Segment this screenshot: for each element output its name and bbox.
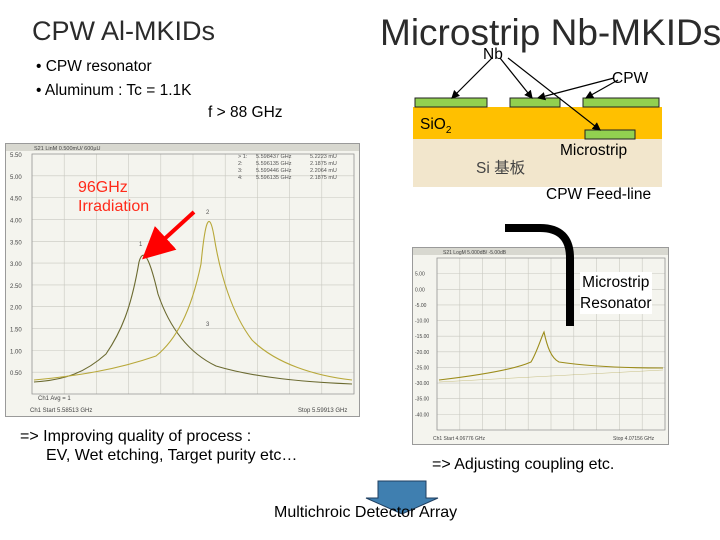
- left-chart-panel: S21 LinM 0.500mU/ 600µU 5.50 5.00 4.50 4.00…: [5, 143, 360, 417]
- right-ytick-label: -35.00: [415, 397, 429, 403]
- right-note: => Adjusting coupling etc.: [432, 456, 615, 473]
- left-ytick-label: 4.00: [10, 218, 22, 224]
- freq-note: f > 88 GHz: [208, 104, 283, 121]
- right-ytick-label: -10.00: [415, 319, 429, 325]
- right-chart-trace: [438, 330, 664, 381]
- si-substrate-label: Si 基板: [476, 160, 526, 177]
- bottom-caption: Multichroic Detector Array: [274, 504, 458, 521]
- irradiation-label: 96GHz Irradiation: [78, 179, 150, 215]
- left-chart-stop: Stop 5.59913 GHz: [298, 408, 347, 414]
- nb-pointer-1: [451, 57, 493, 99]
- left-chart-marker-label-1: 1: [139, 242, 143, 248]
- left-note: => Improving quality of process : EV, We…: [20, 428, 298, 464]
- sio2-label: SiO2: [420, 116, 452, 137]
- title-microstrip-nb-mkids: Microstrip Nb-MKIDs: [380, 12, 720, 53]
- marker-index: > 1:: [238, 154, 248, 160]
- left-ytick-label: 2.50: [10, 284, 22, 290]
- marker-index: 4:: [238, 175, 243, 181]
- left-ytick-label: 0.50: [10, 371, 22, 377]
- microstrip-resonator-curve: [505, 224, 574, 326]
- right-ytick-label: 5.00: [415, 272, 425, 278]
- right-ytick-label: -40.00: [415, 412, 429, 418]
- right-ytick-label: -20.00: [415, 350, 429, 356]
- left-ytick-label: 3.50: [10, 240, 22, 246]
- cpw-label: CPW: [612, 70, 649, 87]
- nb-pointer-2: [499, 57, 533, 99]
- right-chart-start: Ch1 Start 4.06776 GHz: [433, 436, 485, 442]
- bottom-arrow-shape: [365, 480, 439, 515]
- left-chart-start: Ch1 Start 5.58513 GHz: [30, 408, 92, 414]
- marker-frequency: 5.596135 GHz: [256, 161, 292, 167]
- nb-strip-left: [414, 97, 488, 108]
- right-ytick-label: 0.00: [415, 287, 425, 293]
- left-chart: S21 LinM 0.500mU/ 600µU 5.50 5.00 4.50 4.00…: [6, 144, 359, 414]
- left-chart-trace-dark: [33, 254, 353, 385]
- left-chart-marker-label-3: 3: [206, 322, 210, 328]
- marker-frequency: 5.599446 GHz: [256, 168, 292, 174]
- right-ytick-label: -30.00: [415, 381, 429, 387]
- cpw-pointer-1: [536, 77, 615, 101]
- left-chart-trace-light: [33, 221, 353, 381]
- si-substrate: [413, 139, 662, 187]
- left-chart-grid: [31, 153, 355, 395]
- marker-value: 5.2223 mU: [310, 154, 337, 160]
- nb-label: Nb: [483, 46, 503, 63]
- right-chart-stop: Stop 4.07156 GHz: [613, 436, 655, 442]
- marker-index: 2:: [238, 161, 243, 167]
- left-chart-yticks: 5.50 5.00 4.50 4.00 3.50 3.00 2.50 2.00 1.50 1.00…: [10, 153, 22, 377]
- microstrip-label: Microstrip: [560, 142, 628, 159]
- left-ytick-label: 5.50: [10, 153, 22, 159]
- bullet-cpw-resonator: • CPW resonator: [36, 58, 152, 75]
- microstrip-bar: [584, 129, 636, 140]
- right-chart-header: S21 LogM 5.000dB/ -5.00dB: [443, 250, 507, 256]
- left-ytick-label: 1.50: [10, 328, 22, 334]
- marker-frequency: 5.598437 GHz: [256, 154, 292, 160]
- right-ytick-label: -15.00: [415, 334, 429, 340]
- left-ytick-label: 1.00: [10, 349, 22, 355]
- bullet-aluminum-tc: • Aluminum : Tc = 1.1K: [36, 82, 192, 99]
- left-chart-marker-table: > 1: 5.598437 GHz 5.2223 mU 2: 5.596135 GHz 2…: [238, 154, 337, 181]
- right-ytick-label: -5.00: [415, 303, 427, 309]
- red-arrow: [142, 210, 196, 260]
- left-ytick-label: 2.00: [10, 306, 22, 312]
- right-chart-yticks: 5.00 0.00 -5.00 -10.00 -15.00 -20.00 -25.00 -30…: [415, 272, 429, 419]
- marker-value: 2.2064 mU: [310, 168, 337, 174]
- nb-strip-center: [509, 97, 561, 108]
- left-ytick-label: 3.00: [10, 262, 22, 268]
- title-cpw-al-mkids: CPW Al-MKIDs: [32, 16, 216, 46]
- marker-index: 3:: [238, 168, 243, 174]
- right-ytick-label: -25.00: [415, 365, 429, 371]
- cpw-feedline-label: CPW Feed-line: [546, 186, 652, 203]
- microstrip-resonator-label: Microstrip Resonator: [580, 272, 652, 314]
- left-ytick-label: 5.00: [10, 175, 22, 181]
- marker-frequency: 5.596135 GHz: [256, 175, 292, 181]
- left-chart-marker-label-2: 2: [206, 210, 210, 216]
- left-chart-header: S21 LinM 0.500mU/ 600µU: [34, 146, 100, 152]
- marker-value: 2.1875 mU: [310, 161, 337, 167]
- marker-value: 2.1875 mU: [310, 175, 337, 181]
- left-chart-footer: Ch1 Avg = 1: [38, 396, 71, 402]
- left-ytick-label: 4.50: [10, 197, 22, 203]
- cpw-pointer-2: [584, 79, 619, 99]
- nb-strip-right: [582, 97, 660, 108]
